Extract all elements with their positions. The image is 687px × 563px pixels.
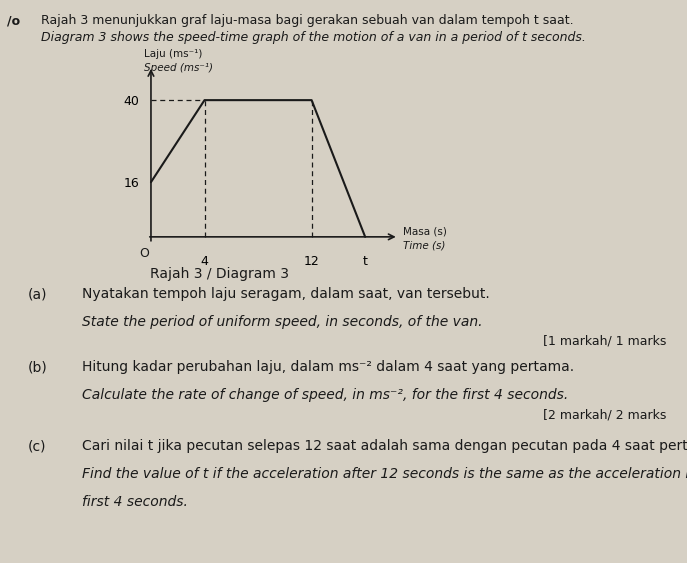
Text: Find the value of t if the acceleration after 12 seconds is the same as the acce: Find the value of t if the acceleration … (82, 467, 687, 481)
Text: Calculate the rate of change of speed, in ms⁻², for the first 4 seconds.: Calculate the rate of change of speed, i… (82, 388, 569, 403)
Text: /o: /o (7, 14, 20, 27)
Text: Diagram 3 shows the speed-time graph of the motion of a van in a period of t sec: Diagram 3 shows the speed-time graph of … (41, 31, 586, 44)
Text: Hitung kadar perubahan laju, dalam ms⁻² dalam 4 saat yang pertama.: Hitung kadar perubahan laju, dalam ms⁻² … (82, 360, 574, 374)
Text: Laju (ms⁻¹): Laju (ms⁻¹) (144, 49, 203, 59)
Text: Rajah 3 / Diagram 3: Rajah 3 / Diagram 3 (150, 267, 289, 282)
Text: O: O (139, 247, 149, 260)
Text: Masa (s): Masa (s) (403, 227, 447, 236)
Text: [1 markah/ 1 marks: [1 markah/ 1 marks (543, 335, 666, 348)
Text: (a): (a) (27, 287, 47, 301)
Text: Nyatakan tempoh laju seragam, dalam saat, van tersebut.: Nyatakan tempoh laju seragam, dalam saat… (82, 287, 491, 301)
Text: Rajah 3 menunjukkan graf laju-masa bagi gerakan sebuah van dalam tempoh t saat.: Rajah 3 menunjukkan graf laju-masa bagi … (41, 14, 574, 27)
Text: State the period of uniform speed, in seconds, of the van.: State the period of uniform speed, in se… (82, 315, 483, 329)
Text: Cari nilai t jika pecutan selepas 12 saat adalah sama dengan pecutan pada 4 saat: Cari nilai t jika pecutan selepas 12 saa… (82, 439, 687, 453)
Text: Speed (ms⁻¹): Speed (ms⁻¹) (144, 63, 213, 73)
Text: (c): (c) (27, 439, 46, 453)
Text: [2 markah/ 2 marks: [2 markah/ 2 marks (543, 408, 666, 421)
Text: Time (s): Time (s) (403, 240, 445, 251)
Text: first 4 seconds.: first 4 seconds. (82, 495, 188, 510)
Text: (b): (b) (27, 360, 47, 374)
